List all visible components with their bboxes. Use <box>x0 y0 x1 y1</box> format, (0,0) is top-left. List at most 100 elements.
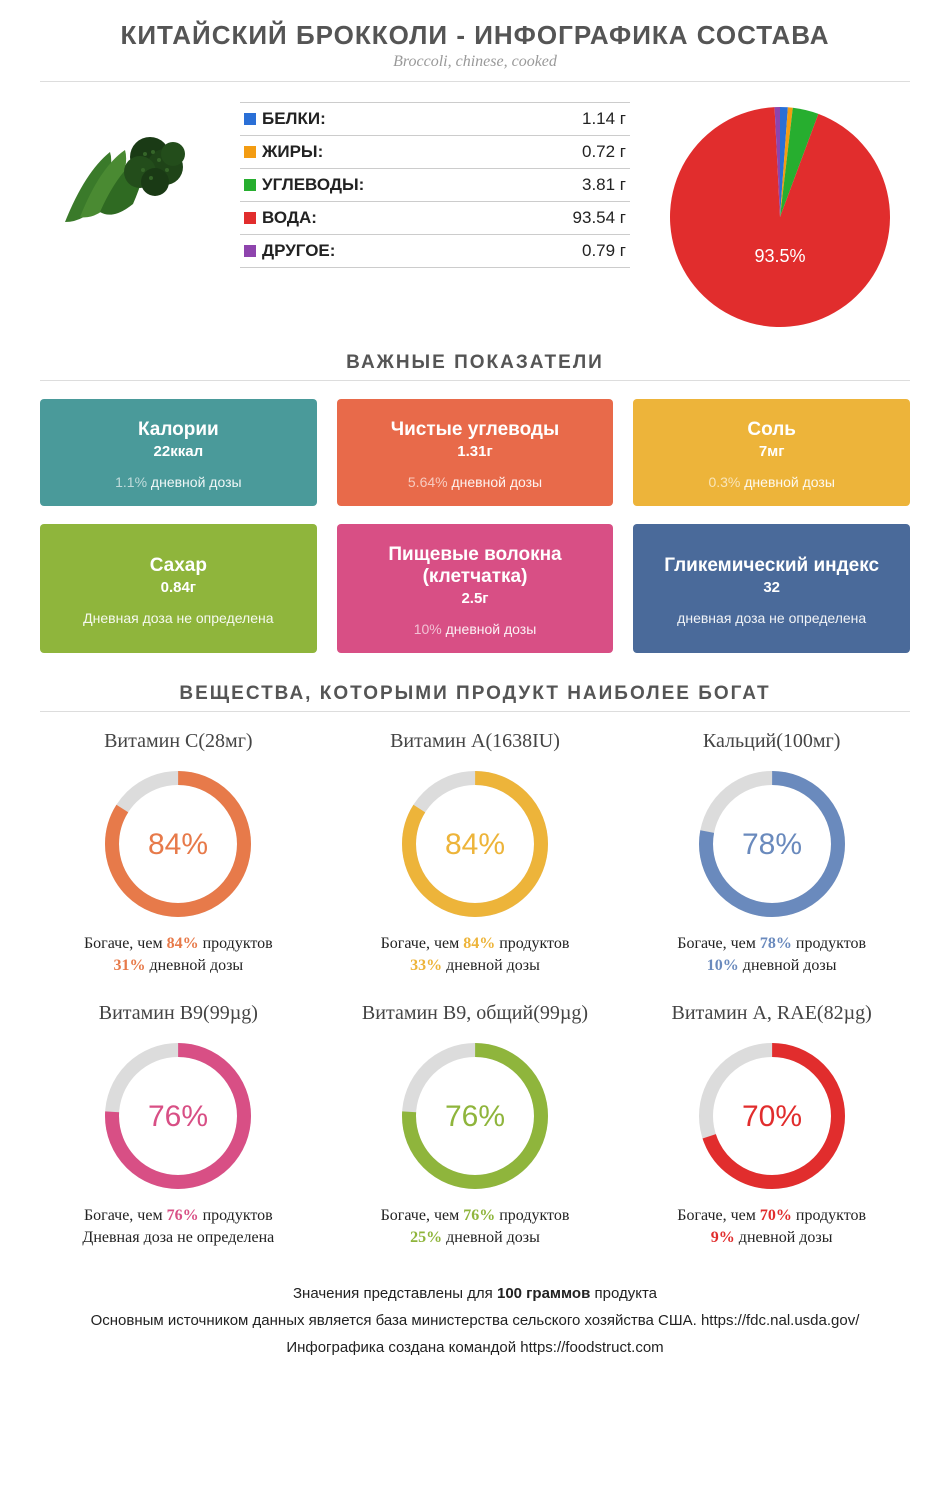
metric-card: Калории 22ккал 1.1% дневной дозы <box>40 399 317 506</box>
donut-caption: Богаче, чем 84% продуктов 33% дневной до… <box>337 933 614 978</box>
macro-value: 93.54 г <box>573 208 626 228</box>
metric-value: 1.31г <box>345 443 606 460</box>
donut-daily: 25% дневной дозы <box>337 1227 614 1249</box>
metric-title: Сахар <box>48 555 309 577</box>
divider <box>40 711 910 712</box>
donut-pct-label: 70% <box>742 1100 802 1133</box>
footer-line-1: Значения представлены для 100 граммов пр… <box>40 1280 910 1307</box>
macro-table: БЕЛКИ: 1.14 г ЖИРЫ: 0.72 г УГЛЕВОДЫ: 3.81 г ВО… <box>240 102 630 268</box>
metric-title: Гликемический индекс <box>641 555 902 577</box>
donut-daily: Дневная доза не определена <box>40 1227 317 1249</box>
metric-pct: 10% <box>414 621 442 637</box>
footer-bold: 100 граммов <box>497 1285 590 1302</box>
donut-richer: Богаче, чем 76% продуктов <box>40 1205 317 1227</box>
macro-value: 0.72 г <box>582 142 626 162</box>
macro-row: БЕЛКИ: 1.14 г <box>240 102 630 136</box>
metric-sub: дневная доза не определена <box>641 610 902 626</box>
footer-line-2: Основным источником данных является база… <box>40 1307 910 1334</box>
footer-line-3: Инфографика создана командой https://foo… <box>40 1334 910 1361</box>
metric-sub-text: Дневная доза не определена <box>83 610 273 626</box>
page-title: КИТАЙСКИЙ БРОККОЛИ - ИНФОГРАФИКА СОСТАВА <box>40 20 910 51</box>
macro-value: 3.81 г <box>582 175 626 195</box>
donut-daily: 9% дневной дозы <box>633 1227 910 1249</box>
macro-row: ВОДА: 93.54 г <box>240 202 630 235</box>
divider <box>40 380 910 381</box>
footer-text: продукта <box>590 1285 657 1302</box>
metric-value: 2.5г <box>345 590 606 607</box>
donut-grid: Витамин C(28мг) 84% Богаче, чем 84% прод… <box>40 730 910 1250</box>
donut-chart: 84% <box>390 759 560 929</box>
color-swatch <box>244 212 256 224</box>
metric-sub: Дневная доза не определена <box>48 610 309 626</box>
donut-pct-label: 76% <box>148 1100 208 1133</box>
macro-row: ДРУГОЕ: 0.79 г <box>240 235 630 268</box>
nutrient-cell: Витамин B9(99µg) 76% Богаче, чем 76% про… <box>40 1002 317 1250</box>
metric-value: 32 <box>641 579 902 596</box>
donut-daily: 10% дневной дозы <box>633 955 910 977</box>
donut-caption: Богаче, чем 70% продуктов 9% дневной доз… <box>633 1205 910 1250</box>
macro-value: 0.79 г <box>582 241 626 261</box>
footer: Значения представлены для 100 граммов пр… <box>40 1280 910 1361</box>
donut-richer: Богаче, чем 84% продуктов <box>337 933 614 955</box>
card-row: Калории 22ккал 1.1% дневной дозы Чистые у… <box>40 399 910 506</box>
metric-title: Соль <box>641 419 902 441</box>
color-swatch <box>244 146 256 158</box>
donut-richer: Богаче, чем 78% продуктов <box>633 933 910 955</box>
macro-label: БЕЛКИ: <box>244 109 326 129</box>
donut-chart: 84% <box>93 759 263 929</box>
donut-title: Витамин C(28мг) <box>40 730 317 753</box>
metric-title: Чистые углеводы <box>345 419 606 441</box>
donut-pct-label: 84% <box>148 828 208 861</box>
nutrient-cell: Витамин A(1638IU) 84% Богаче, чем 84% пр… <box>337 730 614 978</box>
nutrient-cell: Витамин A, RAE(82µg) 70% Богаче, чем 70%… <box>633 1002 910 1250</box>
macro-row: УГЛЕВОДЫ: 3.81 г <box>240 169 630 202</box>
donut-title: Кальций(100мг) <box>633 730 910 753</box>
donut-richer: Богаче, чем 84% продуктов <box>40 933 317 955</box>
donut-chart: 78% <box>687 759 857 929</box>
pie-center-label: 93.5% <box>754 246 805 266</box>
donut-caption: Богаче, чем 76% продуктов Дневная доза н… <box>40 1205 317 1250</box>
metric-value: 0.84г <box>48 579 309 596</box>
metric-value: 22ккал <box>48 443 309 460</box>
header: КИТАЙСКИЙ БРОККОЛИ - ИНФОГРАФИКА СОСТАВА… <box>40 20 910 71</box>
nutrient-cell: Кальций(100мг) 78% Богаче, чем 78% проду… <box>633 730 910 978</box>
card-row: Сахар 0.84г Дневная доза не определена Пи… <box>40 524 910 653</box>
donut-richer: Богаче, чем 70% продуктов <box>633 1205 910 1227</box>
donut-chart: 76% <box>390 1031 560 1201</box>
macro-label: ЖИРЫ: <box>244 142 323 162</box>
macro-value: 1.14 г <box>582 109 626 129</box>
color-swatch <box>244 245 256 257</box>
page-subtitle: Broccoli, chinese, cooked <box>40 53 910 71</box>
donut-pct-label: 76% <box>445 1100 505 1133</box>
metric-cards: Калории 22ккал 1.1% дневной дозы Чистые у… <box>40 399 910 653</box>
metric-title: Пищевые волокна (клетчатка) <box>345 544 606 588</box>
donut-richer: Богаче, чем 76% продуктов <box>337 1205 614 1227</box>
donut-chart: 70% <box>687 1031 857 1201</box>
nutrient-cell: Витамин B9, общий(99µg) 76% Богаче, чем … <box>337 1002 614 1250</box>
macro-label: УГЛЕВОДЫ: <box>244 175 364 195</box>
donut-daily: 33% дневной дозы <box>337 955 614 977</box>
metric-pct: 5.64% <box>408 474 448 490</box>
section-title-nutrients: ВЕЩЕСТВА, КОТОРЫМИ ПРОДУКТ НАИБОЛЕЕ БОГА… <box>40 683 910 705</box>
color-swatch <box>244 179 256 191</box>
color-swatch <box>244 113 256 125</box>
footer-text: Значения представлены для <box>293 1285 497 1302</box>
metric-sub-text: дневной дозы <box>147 474 242 490</box>
metric-sub-text: дневной дозы <box>740 474 835 490</box>
macro-row: ЖИРЫ: 0.72 г <box>240 136 630 169</box>
donut-caption: Богаче, чем 78% продуктов 10% дневной до… <box>633 933 910 978</box>
metric-sub-text: дневная доза не определена <box>677 610 866 626</box>
donut-title: Витамин A, RAE(82µg) <box>633 1002 910 1025</box>
metric-pct: 1.1% <box>115 474 147 490</box>
donut-caption: Богаче, чем 76% продуктов 25% дневной до… <box>337 1205 614 1250</box>
macro-label: ДРУГОЕ: <box>244 241 335 261</box>
metric-sub-text: дневной дозы <box>448 474 543 490</box>
macro-label: ВОДА: <box>244 208 317 228</box>
donut-title: Витамин B9, общий(99µg) <box>337 1002 614 1025</box>
donut-caption: Богаче, чем 84% продуктов 31% дневной до… <box>40 933 317 978</box>
metric-value: 7мг <box>641 443 902 460</box>
divider <box>40 81 910 82</box>
section-title-metrics: ВАЖНЫЕ ПОКАЗАТЕЛИ <box>40 352 910 374</box>
metric-sub: 1.1% дневной дозы <box>48 474 309 490</box>
donut-pct-label: 78% <box>742 828 802 861</box>
